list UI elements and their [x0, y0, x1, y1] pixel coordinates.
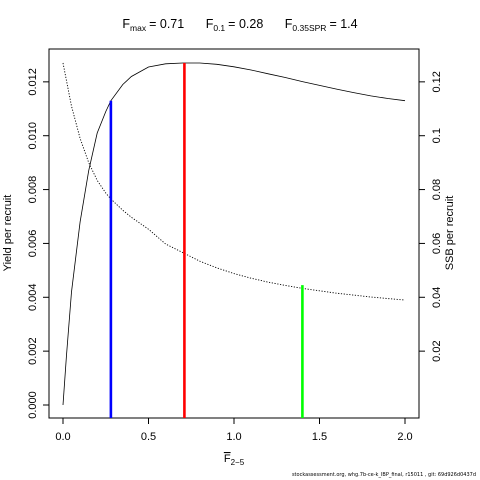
- y-left-tick-label: 0.008: [27, 176, 39, 204]
- x-tick-label: 1.5: [312, 431, 327, 443]
- y-left-axis-title: Yield per recruit: [2, 195, 14, 272]
- x-axis-title-sub: 2−5: [231, 458, 245, 467]
- x-axis-title-base: F: [224, 453, 231, 465]
- y-left-tick-label: 0.012: [27, 68, 39, 96]
- y-right-tick-label: 0.1: [431, 128, 443, 143]
- ssb-per-recruit-line: [62, 62, 406, 301]
- x-tick-label: 1.0: [226, 431, 241, 443]
- data-series: [62, 62, 406, 406]
- footer-caption: stockassessment.org, whg.7b-ce-k_IBP_fin…: [291, 472, 476, 478]
- y-left-tick-label: 0.004: [27, 284, 39, 312]
- y-left-tick-label: 0.000: [27, 391, 39, 419]
- x-tick-label: 0.5: [141, 431, 156, 443]
- title-fmax-sub: max: [130, 23, 147, 33]
- axis-ticks: 0.0 0.5 1.0 1.5 2.0 0.000 0.002 0.004 0.006 0.008…: [27, 68, 443, 443]
- reference-lines: [109, 63, 304, 418]
- title-fmax-value: = 0.71: [149, 17, 184, 31]
- y-right-tick-label: 0.08: [431, 179, 443, 200]
- y-left-tick-label: 0.006: [27, 230, 39, 258]
- title-fspr-base: F: [285, 17, 293, 31]
- y-right-tick-label: 0.06: [431, 233, 443, 254]
- y-right-tick-label: 0.02: [431, 340, 443, 361]
- y-right-axis-title: SSB per recruit: [444, 196, 456, 271]
- chart-title: Fmax = 0.71 F0.1 = 0.28 F0.35SPR = 1.4: [122, 17, 357, 33]
- title-f01-base: F: [206, 17, 214, 31]
- y-left-tick-label: 0.002: [27, 337, 39, 365]
- title-fspr-value: = 1.4: [329, 17, 357, 31]
- title-f01-sub: 0.1: [213, 23, 225, 33]
- x-axis-title: F2−5: [224, 453, 245, 467]
- title-fspr-sub: 0.35SPR: [292, 23, 326, 33]
- y-left-tick-label: 0.010: [27, 122, 39, 150]
- y-right-tick-label: 0.12: [431, 71, 443, 92]
- x-tick-label: 2.0: [397, 431, 412, 443]
- y-right-tick-label: 0.04: [431, 287, 443, 308]
- title-fmax-base: F: [122, 17, 130, 31]
- title-f01-value: = 0.28: [228, 17, 263, 31]
- plot-frame: [48, 48, 420, 419]
- x-tick-label: 0.0: [55, 431, 70, 443]
- yield-per-recruit-line: [62, 62, 406, 406]
